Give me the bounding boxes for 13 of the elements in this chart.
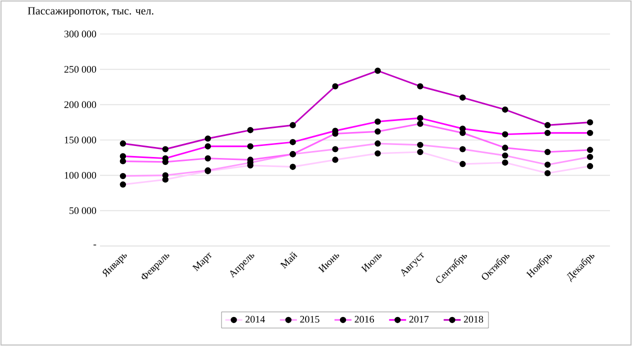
y-tick-label: 300 000 bbox=[64, 30, 96, 38]
legend-label: 2014 bbox=[246, 316, 265, 323]
legend-label: 2018 bbox=[464, 316, 484, 323]
legend-label: 2017 bbox=[409, 316, 429, 323]
y-tick-label: 100 000 bbox=[64, 172, 96, 179]
legend-label: 2015 bbox=[300, 316, 320, 323]
chart-title: Пассажиропоток, тыс. чел. bbox=[28, 7, 154, 17]
y-tick-label: 150 000 bbox=[64, 136, 96, 144]
legend-label: 2016 bbox=[354, 316, 374, 323]
y-tick-label: 250 000 bbox=[64, 66, 96, 73]
y-tick-label: 50 000 bbox=[70, 207, 96, 214]
y-tick-label: 200 000 bbox=[64, 101, 96, 108]
y-tick-label: - bbox=[94, 244, 96, 246]
